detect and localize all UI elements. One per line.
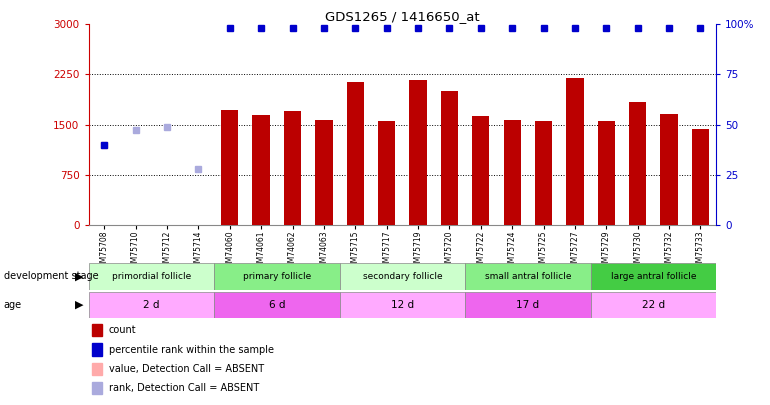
Text: ▶: ▶ bbox=[75, 271, 83, 281]
Bar bbox=[89, 263, 214, 290]
Bar bbox=[440, 91, 458, 225]
Bar bbox=[472, 116, 490, 225]
Text: 2 d: 2 d bbox=[143, 300, 159, 310]
Text: 6 d: 6 d bbox=[269, 300, 285, 310]
Bar bbox=[378, 121, 395, 225]
Bar bbox=[221, 110, 239, 225]
Text: ▶: ▶ bbox=[75, 300, 83, 309]
Text: 12 d: 12 d bbox=[390, 300, 414, 310]
Bar bbox=[214, 263, 340, 290]
Bar bbox=[89, 292, 214, 318]
Bar bbox=[315, 120, 333, 225]
Text: primordial follicle: primordial follicle bbox=[112, 272, 191, 281]
Text: count: count bbox=[109, 325, 136, 335]
Text: small antral follicle: small antral follicle bbox=[484, 272, 571, 281]
Bar bbox=[535, 121, 552, 225]
Text: primary follicle: primary follicle bbox=[243, 272, 311, 281]
Bar bbox=[504, 120, 521, 225]
Text: percentile rank within the sample: percentile rank within the sample bbox=[109, 345, 273, 354]
Text: rank, Detection Call = ABSENT: rank, Detection Call = ABSENT bbox=[109, 384, 259, 393]
Bar bbox=[629, 102, 646, 225]
Bar bbox=[340, 292, 465, 318]
Bar bbox=[410, 81, 427, 225]
Bar bbox=[591, 292, 716, 318]
Bar bbox=[591, 263, 716, 290]
Text: secondary follicle: secondary follicle bbox=[363, 272, 442, 281]
Bar bbox=[253, 115, 270, 225]
Text: 22 d: 22 d bbox=[641, 300, 665, 310]
Text: age: age bbox=[4, 300, 22, 309]
Bar bbox=[661, 114, 678, 225]
Bar bbox=[465, 263, 591, 290]
Text: 17 d: 17 d bbox=[516, 300, 540, 310]
Text: development stage: development stage bbox=[4, 271, 99, 281]
Text: value, Detection Call = ABSENT: value, Detection Call = ABSENT bbox=[109, 364, 263, 374]
Bar bbox=[465, 292, 591, 318]
Bar bbox=[214, 292, 340, 318]
Text: large antral follicle: large antral follicle bbox=[611, 272, 696, 281]
Bar bbox=[566, 78, 584, 225]
Bar bbox=[340, 263, 465, 290]
Bar bbox=[598, 121, 615, 225]
Bar bbox=[284, 111, 301, 225]
Bar bbox=[346, 82, 364, 225]
Title: GDS1265 / 1416650_at: GDS1265 / 1416650_at bbox=[325, 10, 480, 23]
Bar bbox=[691, 129, 709, 225]
